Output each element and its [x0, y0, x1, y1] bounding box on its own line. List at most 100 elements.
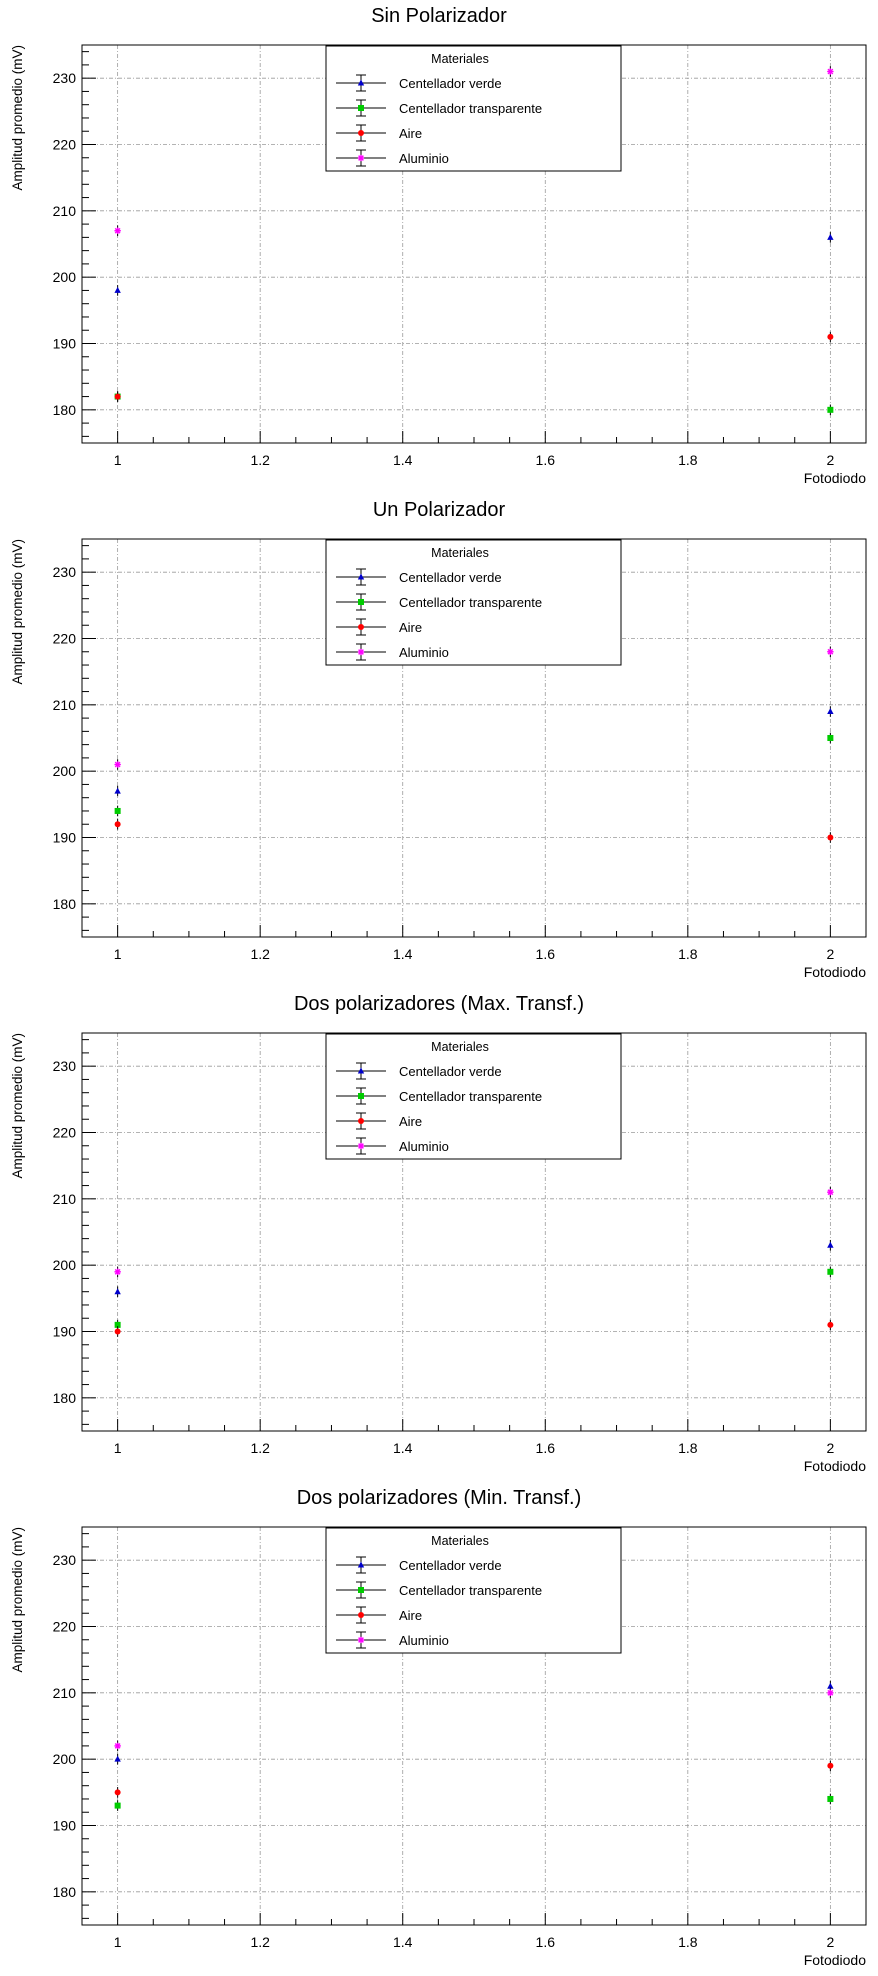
y-tick-label: 210	[53, 1685, 77, 1701]
legend-title: Materiales	[431, 546, 489, 560]
legend-marker	[358, 105, 364, 111]
legend-marker	[358, 130, 364, 136]
x-tick-label: 1.2	[250, 1934, 270, 1950]
series-centellador-verde	[114, 706, 834, 797]
y-tick-label: 210	[53, 697, 77, 713]
data-point	[827, 1321, 834, 1328]
x-tick-label: 1.6	[536, 1440, 556, 1456]
data-point	[114, 1789, 121, 1796]
legend-label: Centellador transparente	[399, 595, 542, 610]
legend-title: Materiales	[431, 52, 489, 66]
y-tick-label: 180	[53, 402, 77, 418]
data-point	[827, 1689, 834, 1697]
x-axis-label: Fotodiodo	[804, 1458, 866, 1474]
legend-title: Materiales	[431, 1040, 489, 1054]
chart-title: Sin Polarizador	[371, 5, 507, 27]
y-tick-label: 220	[53, 631, 77, 647]
star-stroke	[827, 648, 834, 655]
data-point	[827, 1268, 834, 1275]
data-point	[114, 1328, 121, 1335]
series-aluminio	[114, 1186, 834, 1278]
legend-label: Aluminio	[399, 645, 449, 660]
star-stroke	[358, 1637, 364, 1643]
chart-panel-dos-polarizadores-min: Dos polarizadores (Min. Transf.) 1 1.2 1.4 1…	[0, 1482, 878, 1976]
x-tick-label: 1	[114, 452, 122, 468]
x-tick-label: 1.4	[393, 1440, 413, 1456]
legend-label: Aire	[399, 1608, 422, 1623]
legend-marker	[358, 624, 364, 630]
y-tick-label: 230	[53, 1058, 77, 1074]
data-point	[114, 821, 121, 828]
data-point	[114, 1802, 121, 1809]
chart-svg: Dos polarizadores (Min. Transf.) 1 1.2 1.4 1…	[10, 1487, 867, 1968]
star-stroke	[358, 1143, 364, 1149]
x-tick-label: 1.8	[678, 1934, 698, 1950]
legend-marker	[357, 1636, 365, 1644]
y-axis-label: Amplitud promedio (mV)	[10, 1033, 25, 1179]
x-tick-label: 2	[826, 452, 834, 468]
y-axis-label: Amplitud promedio (mV)	[10, 539, 25, 685]
legend-marker	[357, 1067, 365, 1074]
data-point	[827, 1189, 834, 1196]
y-tick-label: 220	[53, 1619, 77, 1635]
x-tick-label: 1.2	[250, 946, 270, 962]
series-centellador-verde	[114, 1239, 834, 1298]
legend-marker	[358, 599, 364, 605]
data-point	[114, 787, 121, 794]
series-centellador-transparente	[114, 732, 834, 817]
y-tick-label: 220	[53, 1125, 77, 1141]
y-tick-label: 230	[53, 564, 77, 580]
data-point	[827, 406, 834, 413]
star-stroke	[114, 227, 121, 234]
star-stroke	[114, 761, 121, 768]
y-axis-label: Amplitud promedio (mV)	[10, 45, 25, 191]
series-aluminio	[114, 646, 834, 770]
x-tick-label: 1.4	[393, 1934, 413, 1950]
data-point	[114, 393, 121, 400]
data-point	[827, 735, 834, 741]
y-tick-label: 180	[53, 1884, 77, 1900]
y-tick-label: 230	[53, 1552, 77, 1568]
legend-label: Aire	[399, 1114, 422, 1129]
y-tick-label: 200	[53, 763, 77, 779]
data-point	[114, 807, 121, 814]
x-tick-label: 1.8	[678, 452, 698, 468]
legend-marker	[357, 1142, 365, 1150]
y-tick-label: 180	[53, 896, 77, 912]
data-point	[827, 1795, 834, 1802]
y-tick-label: 200	[53, 269, 77, 285]
series-aire	[114, 331, 834, 402]
y-tick-label: 190	[53, 1324, 77, 1340]
data-point	[114, 1288, 121, 1295]
legend-label: Aluminio	[399, 1633, 449, 1648]
legend-marker	[358, 1118, 364, 1124]
y-tick-label: 210	[53, 1191, 77, 1207]
data-point	[827, 707, 834, 714]
data-point	[827, 1762, 834, 1769]
legend-marker	[357, 648, 365, 656]
legend-title: Materiales	[431, 1534, 489, 1548]
legend-label: Aluminio	[399, 151, 449, 166]
y-tick-label: 230	[53, 70, 77, 86]
data-point	[827, 1241, 834, 1248]
chart-title: Dos polarizadores (Min. Transf.)	[297, 1487, 582, 1509]
x-axis-label: Fotodiodo	[804, 964, 866, 980]
data-point	[827, 333, 834, 340]
series-centellador-transparente	[114, 1793, 834, 1811]
legend-marker	[358, 1093, 364, 1099]
y-tick-label: 190	[53, 336, 77, 352]
series-aluminio	[114, 1687, 834, 1752]
data-point	[827, 648, 834, 655]
y-tick-label: 210	[53, 203, 77, 219]
chart-svg: Sin Polarizador 1 1.2 1.4 1.6 1.8 2 180 190 200 21…	[10, 5, 867, 486]
data-point	[827, 1682, 834, 1689]
y-tick-label: 190	[53, 830, 77, 846]
star-stroke	[358, 649, 364, 655]
x-tick-label: 2	[826, 1440, 834, 1456]
legend-marker	[357, 79, 365, 86]
x-tick-label: 1	[114, 946, 122, 962]
data-point	[114, 761, 121, 768]
star-stroke	[827, 1689, 834, 1696]
y-tick-label: 190	[53, 1818, 77, 1834]
data-point	[114, 1742, 121, 1750]
